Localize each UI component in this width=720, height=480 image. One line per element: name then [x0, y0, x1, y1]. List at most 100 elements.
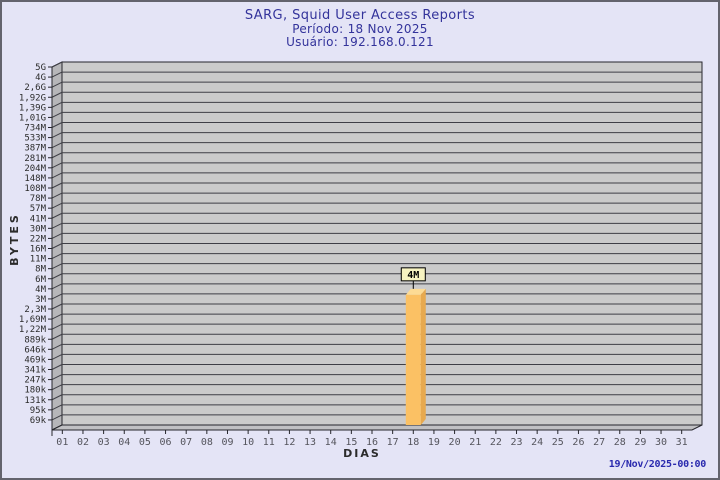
grid-depth-segment [51, 91, 63, 98]
y-tick-label: 734M [24, 124, 46, 134]
y-tick-label: 4G [35, 73, 46, 83]
x-tick-label: 11 [263, 437, 275, 448]
grid-depth-segment [51, 122, 63, 128]
grid-depth-segment [51, 394, 63, 401]
y-tick-label: 69k [30, 416, 47, 426]
x-tick-label: 15 [345, 437, 357, 448]
grid-depth-segment [51, 353, 63, 360]
y-tick-label: 108M [24, 184, 46, 194]
x-tick-label: 28 [614, 437, 626, 448]
y-tick-label: 1,01G [19, 113, 46, 123]
y-tick-label: 646k [24, 345, 46, 355]
x-tick-label: 31 [676, 437, 688, 448]
y-tick-label: 78M [30, 194, 47, 204]
grid-depth-segment [51, 293, 63, 300]
grid-depth-segment [51, 182, 63, 189]
grid-depth-segment [51, 152, 63, 159]
y-tick-label: 387M [24, 144, 46, 154]
x-tick-label: 02 [77, 437, 89, 448]
x-tick-label: 13 [304, 437, 316, 448]
x-tick-label: 30 [655, 437, 667, 448]
x-tick-label: 25 [552, 437, 564, 448]
x-tick-label: 21 [469, 437, 481, 448]
x-tick-label: 29 [634, 437, 646, 448]
report-timestamp: 19/Nov/2025-00:00 [608, 459, 707, 470]
x-tick-label: 27 [593, 437, 605, 448]
grid-depth-segment [51, 404, 63, 411]
grid-depth-segment [51, 222, 63, 229]
grid-depth-segment [51, 232, 63, 239]
x-tick-label: 10 [242, 437, 254, 448]
grid-depth-segment [51, 263, 63, 270]
y-tick-label: 180k [24, 386, 46, 396]
x-tick-label: 23 [510, 437, 522, 448]
y-tick-label: 1,22M [19, 325, 47, 335]
y-tick-label: 6M [35, 275, 46, 285]
grid-depth-segment [51, 323, 63, 330]
y-axis-title: BYTES [8, 212, 21, 266]
y-tick-label: 3M [35, 295, 46, 305]
x-axis-title: DIAS [343, 447, 381, 460]
x-tick-label: 04 [118, 437, 130, 448]
x-tick-label: 22 [490, 437, 502, 448]
y-tick-label: 1,92G [19, 93, 46, 103]
grid-depth-segment [51, 61, 63, 68]
y-tick-label: 41M [30, 214, 47, 224]
grid-depth-segment [51, 81, 63, 88]
x-tick-label: 05 [139, 437, 151, 448]
grid-depth-segment [51, 172, 63, 179]
y-tick-label: 2,6G [24, 83, 46, 93]
grid-depth-segment [51, 374, 63, 381]
y-tick-label: 341k [24, 366, 46, 376]
grid-depth-segment [51, 343, 63, 350]
x-tick-label: 24 [531, 437, 543, 448]
report-user-line: Usuário: 192.168.0.121 [286, 35, 434, 49]
x-tick-label: 17 [387, 437, 399, 448]
x-tick-label: 09 [221, 437, 233, 448]
y-tick-label: 148M [24, 174, 46, 184]
x-tick-label: 14 [325, 437, 337, 448]
y-tick-label: 281M [24, 154, 46, 164]
grid-depth-segment [51, 202, 63, 209]
grid-depth-segment [51, 313, 63, 320]
x-tick-label: 07 [180, 437, 192, 448]
x-tick-label: 16 [366, 437, 378, 448]
grid-depth-segment [51, 71, 63, 78]
floor [51, 424, 703, 431]
grid-depth-segment [51, 142, 63, 149]
grid-depth-segment [51, 101, 63, 108]
grid-depth-segment [51, 212, 63, 219]
grid-depth-segment [51, 162, 63, 169]
y-tick-label: 2,3M [24, 305, 46, 315]
x-tick-label: 19 [428, 437, 440, 448]
y-tick-label: 204M [24, 164, 46, 174]
y-tick-label: 57M [30, 204, 47, 214]
grid-depth-segment [51, 414, 63, 421]
y-tick-label: 11M [30, 255, 47, 265]
x-tick-label: 26 [572, 437, 584, 448]
y-tick-label: 1,69M [19, 315, 47, 325]
grid-depth-segment [51, 192, 63, 199]
x-tick-label: 12 [283, 437, 295, 448]
x-tick-label: 03 [98, 437, 110, 448]
grid-depth-segment [51, 283, 63, 290]
grid-depth-segment [51, 132, 63, 139]
grid-depth-segment [51, 364, 63, 370]
grid-depth-segment [51, 111, 63, 118]
y-tick-label: 30M [30, 224, 47, 234]
bar-side-face [420, 288, 426, 425]
y-tick-label: 131k [24, 396, 46, 406]
report-header: SARG, Squid User Access Reports Período:… [2, 9, 718, 49]
report-period-line: Período: 18 Nov 2025 [292, 22, 428, 36]
y-tick-label: 533M [24, 134, 46, 144]
bar-value-label: 4M [407, 270, 419, 281]
grid-depth-segment [51, 273, 63, 280]
y-tick-label: 889k [24, 335, 46, 345]
x-tick-label: 08 [201, 437, 213, 448]
y-tick-label: 469k [24, 355, 46, 365]
grid-depth-segment [51, 384, 63, 391]
y-tick-label: 5G [35, 63, 46, 73]
grid-depth-segment [51, 333, 63, 340]
